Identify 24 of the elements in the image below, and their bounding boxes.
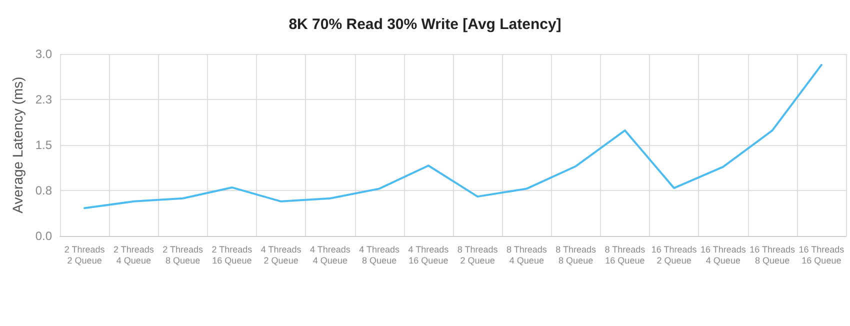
y-axis-title: Average Latency (ms) [9,76,26,214]
x-tick-label: 2 Threads 2 Queue [64,244,106,266]
x-tick-label: 2 Threads 16 Queue [212,244,253,266]
y-tick-label: 3.0 [35,47,52,61]
y-tick-label: 1.5 [35,138,52,152]
y-tick-label: 0.8 [35,184,52,198]
x-tick-label: 2 Threads 8 Queue [162,244,204,266]
x-tick-label: 4 Threads 16 Queue [408,244,450,266]
x-tick-label: 16 Threads 8 Queue [750,244,796,266]
x-tick-label: 4 Threads 4 Queue [310,244,351,266]
x-tick-label: 8 Threads 4 Queue [506,244,548,266]
chart-title: 8K 70% Read 30% Write [Avg Latency] [288,16,562,33]
y-tick-label: 0.0 [35,229,52,243]
x-tick-label: 16 Threads 16 Queue [798,244,845,266]
x-tick-label: 8 Threads 16 Queue [604,244,646,266]
x-tick-label: 16 Threads 2 Queue [651,244,698,266]
x-tick-label: 4 Threads 2 Queue [260,244,302,266]
x-tick-label: 16 Threads 4 Queue [700,244,746,266]
x-tick-label: 8 Threads 8 Queue [556,244,596,266]
x-tick-label: 8 Threads 2 Queue [457,244,498,266]
x-tick-label: 2 Threads 4 Queue [114,244,154,266]
y-tick-label: 2.3 [35,92,52,106]
line-series [84,64,822,210]
x-tick-label: 4 Threads 8 Queue [359,244,400,266]
